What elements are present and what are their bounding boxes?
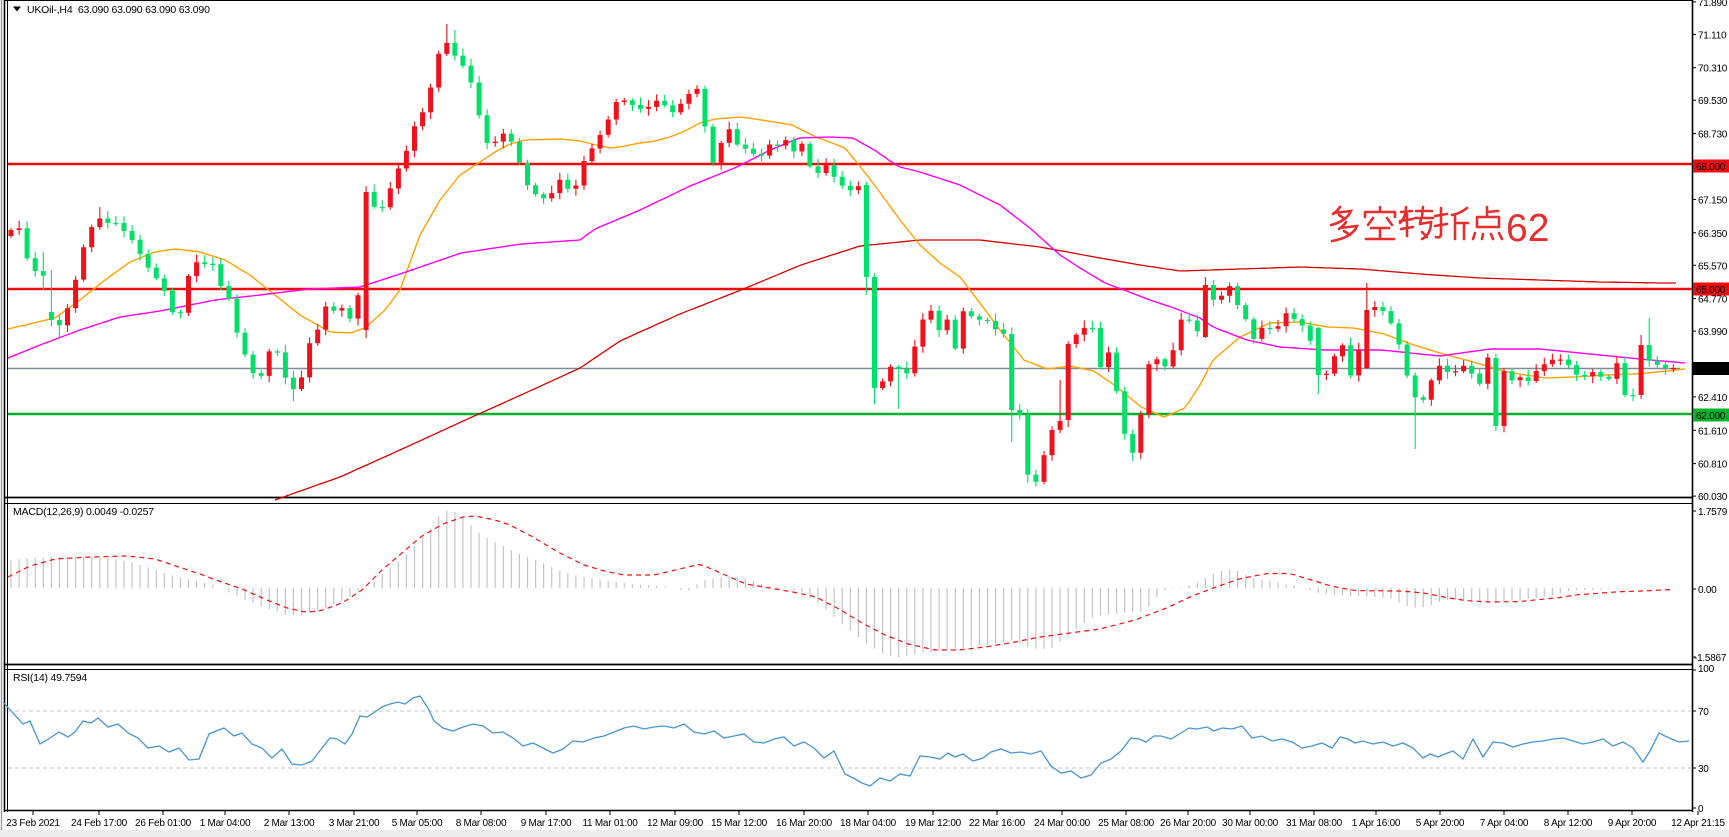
svg-text:68.730: 68.730	[1698, 130, 1728, 141]
svg-text:0: 0	[1698, 804, 1704, 815]
svg-text:30 Mar 00:00: 30 Mar 00:00	[1222, 818, 1279, 829]
svg-text:1 Apr 16:00: 1 Apr 16:00	[1352, 818, 1401, 829]
svg-text:MACD(12,26,9) 0.0049 -0.0257: MACD(12,26,9) 0.0049 -0.0257	[13, 506, 154, 518]
svg-text:0.00: 0.00	[1698, 585, 1717, 596]
svg-text:26 Feb 01:00: 26 Feb 01:00	[135, 818, 192, 829]
svg-text:2 Mar 13:00: 2 Mar 13:00	[264, 818, 315, 829]
svg-text:24 Feb 17:00: 24 Feb 17:00	[71, 818, 128, 829]
svg-text:12 Mar 09:00: 12 Mar 09:00	[647, 818, 704, 829]
svg-text:69.530: 69.530	[1698, 96, 1728, 107]
svg-text:68.000: 68.000	[1696, 162, 1726, 173]
svg-text:22 Mar 16:00: 22 Mar 16:00	[969, 818, 1026, 829]
svg-text:25 Mar 08:00: 25 Mar 08:00	[1098, 818, 1155, 829]
svg-text:24 Mar 00:00: 24 Mar 00:00	[1034, 818, 1091, 829]
svg-text:61.610: 61.610	[1698, 426, 1728, 437]
svg-text:UKOil-,H4 63.090 63.090 63.09: UKOil-,H4 63.090 63.090 63.090 63.090	[27, 4, 210, 16]
svg-text:-1.5867: -1.5867	[1694, 653, 1727, 664]
svg-text:9 Apr 20:00: 9 Apr 20:00	[1608, 818, 1657, 829]
svg-text:70: 70	[1698, 707, 1709, 718]
svg-text:65.000: 65.000	[1696, 285, 1726, 296]
svg-text:71.890: 71.890	[1698, 0, 1728, 9]
svg-text:15 Mar 12:00: 15 Mar 12:00	[711, 818, 768, 829]
svg-text:8 Apr 12:00: 8 Apr 12:00	[1544, 818, 1593, 829]
svg-text:5 Apr 20:00: 5 Apr 20:00	[1416, 818, 1465, 829]
svg-text:16 Mar 20:00: 16 Mar 20:00	[776, 818, 833, 829]
svg-text:9 Mar 17:00: 9 Mar 17:00	[521, 818, 572, 829]
svg-text:60.810: 60.810	[1698, 460, 1728, 471]
svg-text:7 Apr 04:00: 7 Apr 04:00	[1480, 818, 1529, 829]
svg-text:62.000: 62.000	[1696, 411, 1726, 422]
svg-text:31 Mar 08:00: 31 Mar 08:00	[1286, 818, 1343, 829]
svg-text:26 Mar 20:00: 26 Mar 20:00	[1160, 818, 1217, 829]
svg-text:62.410: 62.410	[1698, 393, 1728, 404]
svg-text:19 Mar 12:00: 19 Mar 12:00	[905, 818, 962, 829]
svg-text:70.310: 70.310	[1698, 64, 1728, 75]
svg-text:62: 62	[1506, 207, 1549, 250]
svg-text:63.990: 63.990	[1698, 327, 1728, 338]
svg-text:64.770: 64.770	[1698, 295, 1728, 306]
svg-text:1.7579: 1.7579	[1698, 507, 1728, 518]
svg-text:67.150: 67.150	[1698, 195, 1728, 206]
svg-text:30: 30	[1698, 764, 1709, 775]
svg-text:8 Mar 08:00: 8 Mar 08:00	[456, 818, 507, 829]
svg-text:65.570: 65.570	[1698, 261, 1728, 272]
svg-text:71.110: 71.110	[1698, 30, 1727, 41]
svg-text:1 Mar 04:00: 1 Mar 04:00	[200, 818, 251, 829]
svg-text:5 Mar 05:00: 5 Mar 05:00	[392, 818, 443, 829]
svg-text:18 Mar 04:00: 18 Mar 04:00	[840, 818, 897, 829]
svg-text:60.030: 60.030	[1698, 492, 1728, 503]
svg-text:66.350: 66.350	[1698, 229, 1728, 240]
svg-text:12 Apr 21:15: 12 Apr 21:15	[1671, 818, 1725, 829]
svg-text:63.090: 63.090	[1696, 365, 1726, 376]
svg-text:3 Mar 21:00: 3 Mar 21:00	[329, 818, 380, 829]
svg-text:11 Mar 01:00: 11 Mar 01:00	[582, 818, 638, 829]
svg-text:100: 100	[1698, 664, 1715, 675]
svg-text:RSI(14) 49.7594: RSI(14) 49.7594	[13, 672, 87, 684]
svg-text:23 Feb 2021: 23 Feb 2021	[6, 818, 60, 829]
